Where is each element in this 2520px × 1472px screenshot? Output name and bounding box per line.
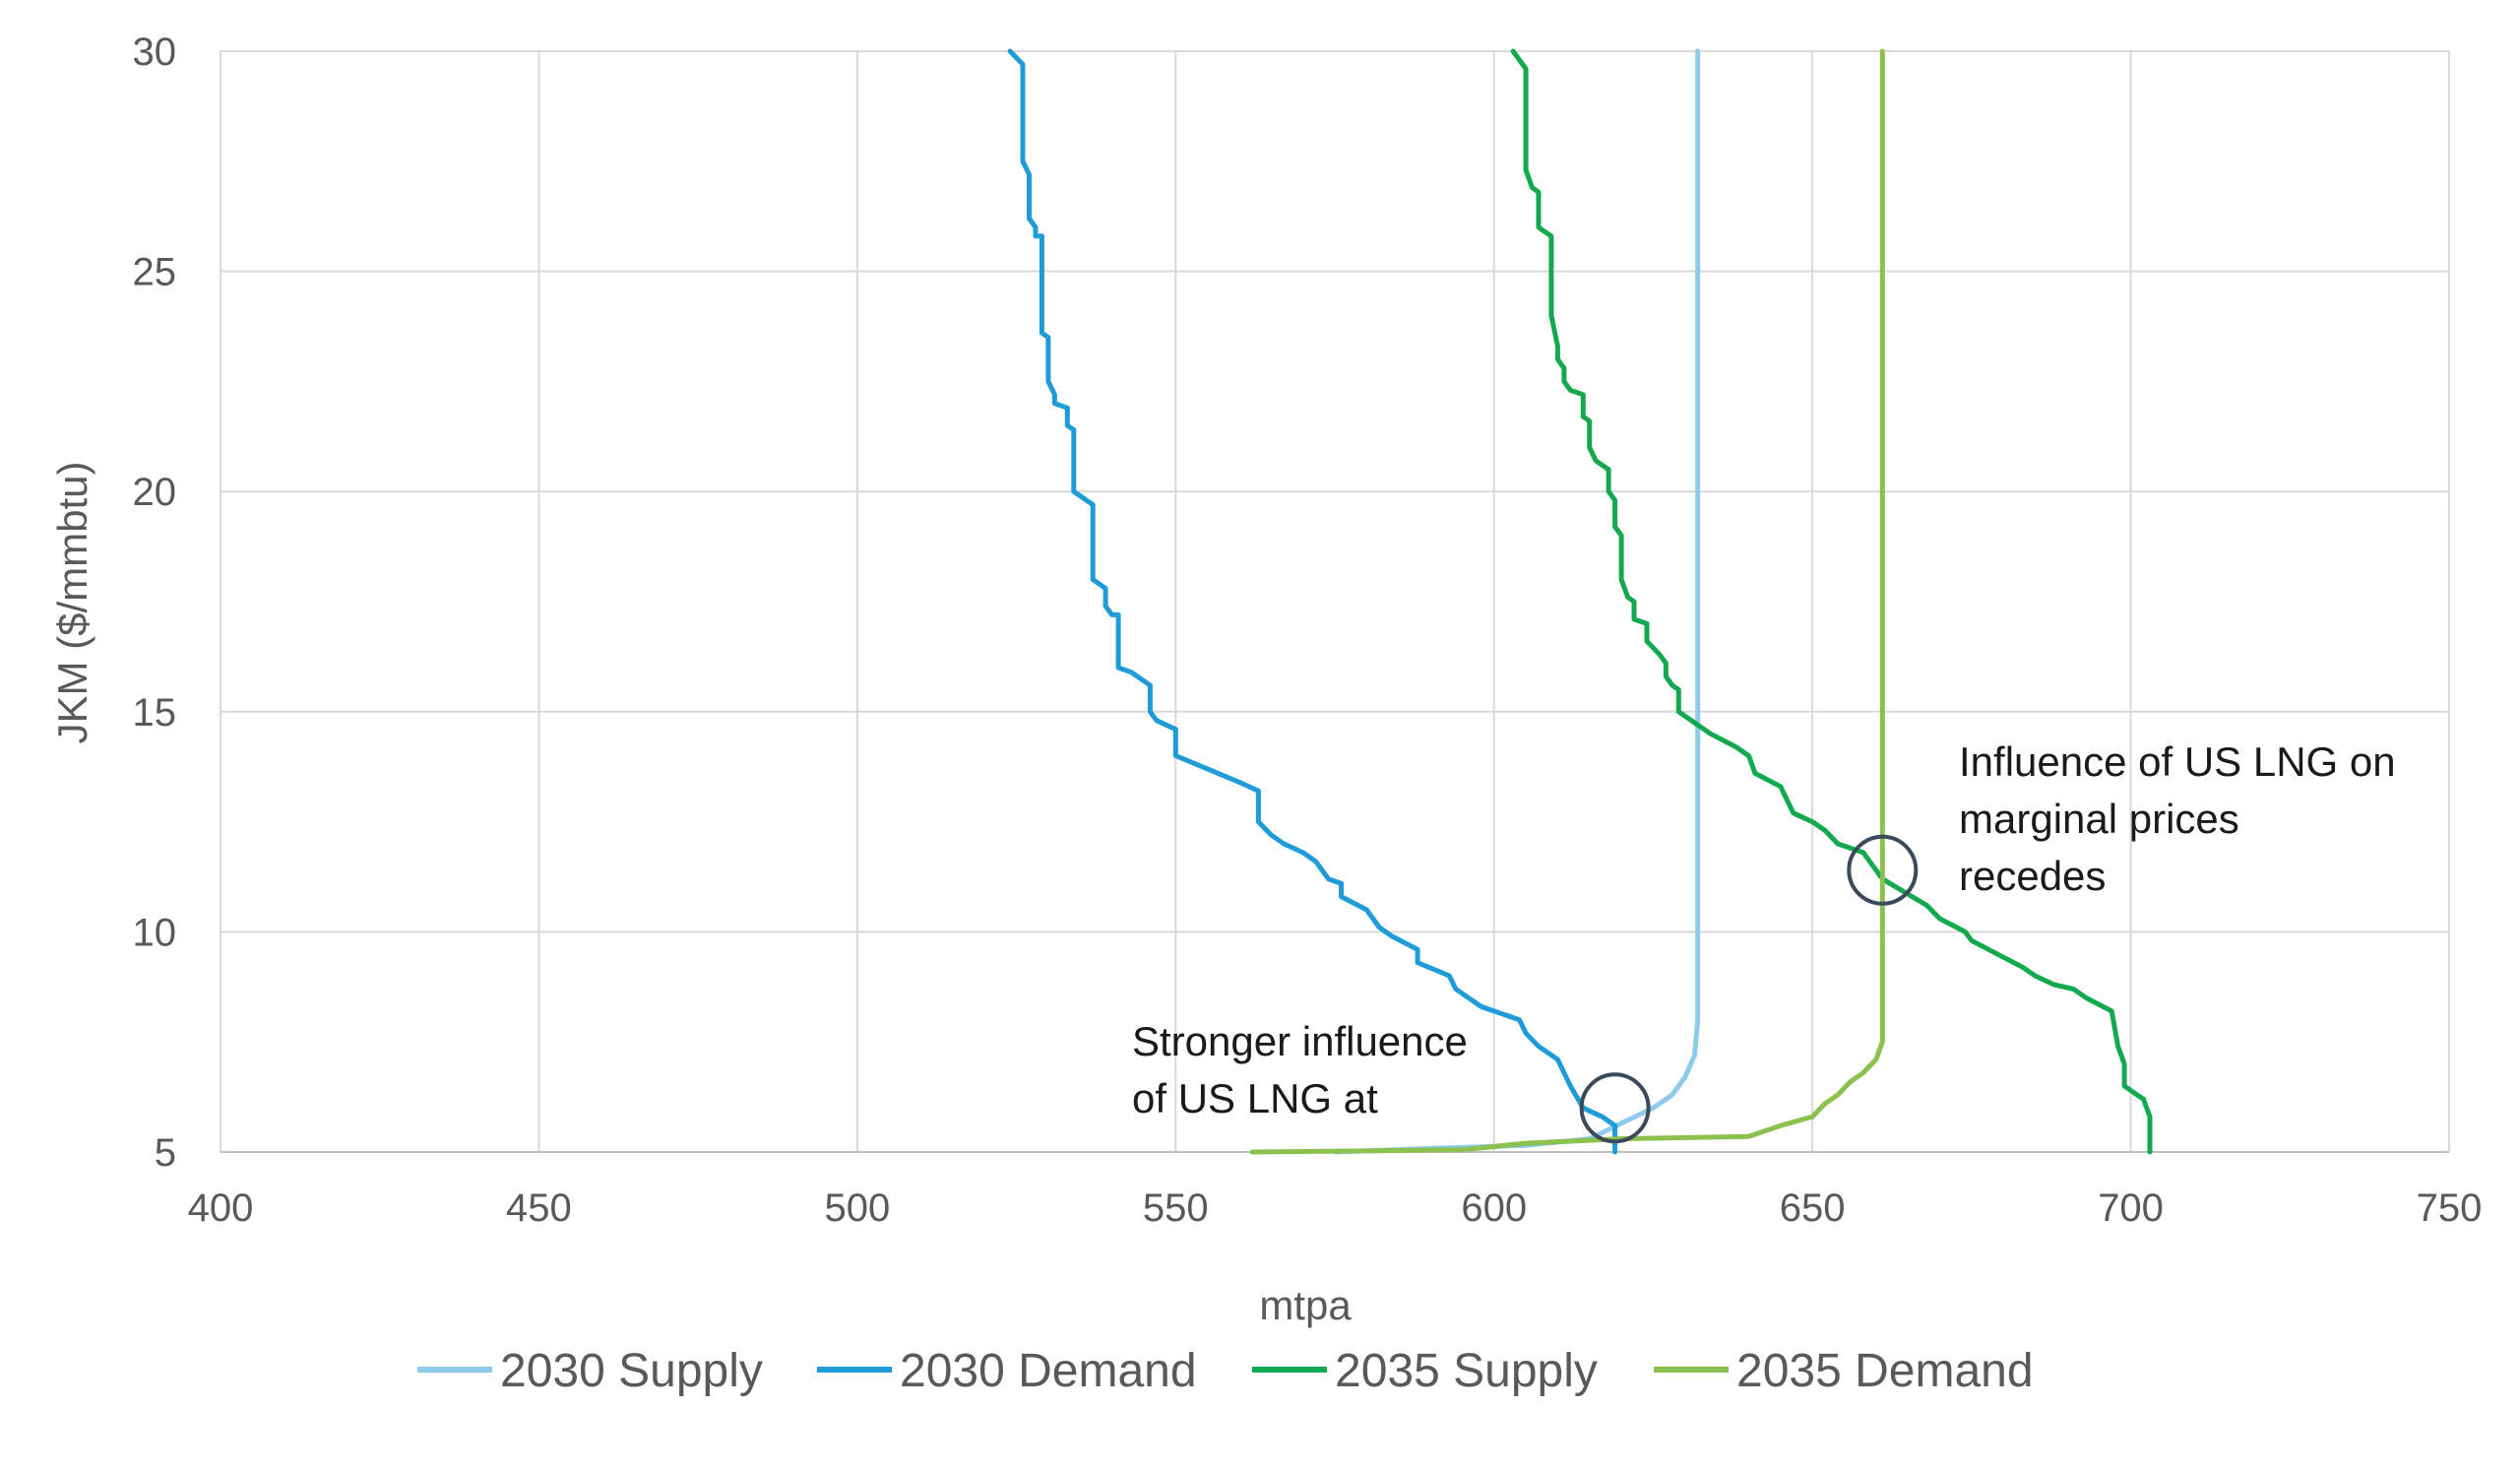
y-tick-label: 30 bbox=[133, 31, 177, 74]
y-tick-label: 10 bbox=[133, 911, 177, 954]
grid bbox=[220, 50, 2450, 1153]
x-axis-title: mtpa bbox=[1259, 1282, 1352, 1328]
legend-label-2030-demand: 2030 Demand bbox=[900, 1345, 1197, 1397]
x-tick-label: 650 bbox=[1780, 1186, 1846, 1230]
legend-label-2035-supply: 2035 Supply bbox=[1335, 1345, 1598, 1397]
series-lines bbox=[1007, 48, 2153, 1155]
annotation-circle-1 bbox=[1579, 1072, 1651, 1144]
series-line-2030-supply bbox=[1332, 48, 1701, 1155]
axis-ticks: 400 450 500 550 600 650 700 750 5 10 15 20 25 30 bbox=[133, 31, 2483, 1230]
y-tick-label: 15 bbox=[133, 691, 177, 735]
annotation-circle-2 bbox=[1847, 834, 1919, 906]
annotation-stronger-influence-line1: Stronger influence bbox=[1132, 1018, 1468, 1064]
x-tick-label: 600 bbox=[1461, 1186, 1527, 1230]
x-tick-label: 400 bbox=[188, 1186, 254, 1230]
legend: 2030 Supply 2030 Demand 2035 Supply 2035… bbox=[417, 1345, 2034, 1397]
legend-item-2035-supply[interactable]: 2035 Supply bbox=[1252, 1345, 1598, 1397]
legend-item-2035-demand[interactable]: 2035 Demand bbox=[1654, 1345, 2034, 1397]
series-line-2035-demand bbox=[1249, 48, 1885, 1155]
x-tick-label: 450 bbox=[506, 1186, 572, 1230]
x-tick-label: 750 bbox=[2417, 1186, 2483, 1230]
annotation-recedes-line1: Influence of US LNG on bbox=[1959, 738, 2396, 785]
y-axis-title: JKM ($/mmbtu) bbox=[49, 461, 95, 743]
annotation-recedes-line3: recedes bbox=[1959, 853, 2106, 899]
y-tick-label: 25 bbox=[133, 251, 177, 294]
annotation-stronger-influence-line2: of US LNG at bbox=[1132, 1075, 1378, 1121]
series-line-2030-demand bbox=[1007, 48, 1618, 1155]
legend-item-2030-supply[interactable]: 2030 Supply bbox=[417, 1345, 763, 1397]
legend-item-2030-demand[interactable]: 2030 Demand bbox=[817, 1345, 1197, 1397]
legend-label-2035-demand: 2035 Demand bbox=[1736, 1345, 2034, 1397]
y-tick-label: 5 bbox=[155, 1131, 176, 1175]
annotation-circles bbox=[1579, 834, 1919, 1144]
annotation-recedes-line2: marginal prices bbox=[1959, 796, 2239, 842]
x-tick-label: 700 bbox=[2098, 1186, 2164, 1230]
x-tick-label: 550 bbox=[1143, 1186, 1209, 1230]
series-line-2035-supply bbox=[1510, 48, 2153, 1155]
legend-label-2030-supply: 2030 Supply bbox=[500, 1345, 763, 1397]
x-tick-label: 500 bbox=[824, 1186, 890, 1230]
y-tick-label: 20 bbox=[133, 471, 177, 514]
